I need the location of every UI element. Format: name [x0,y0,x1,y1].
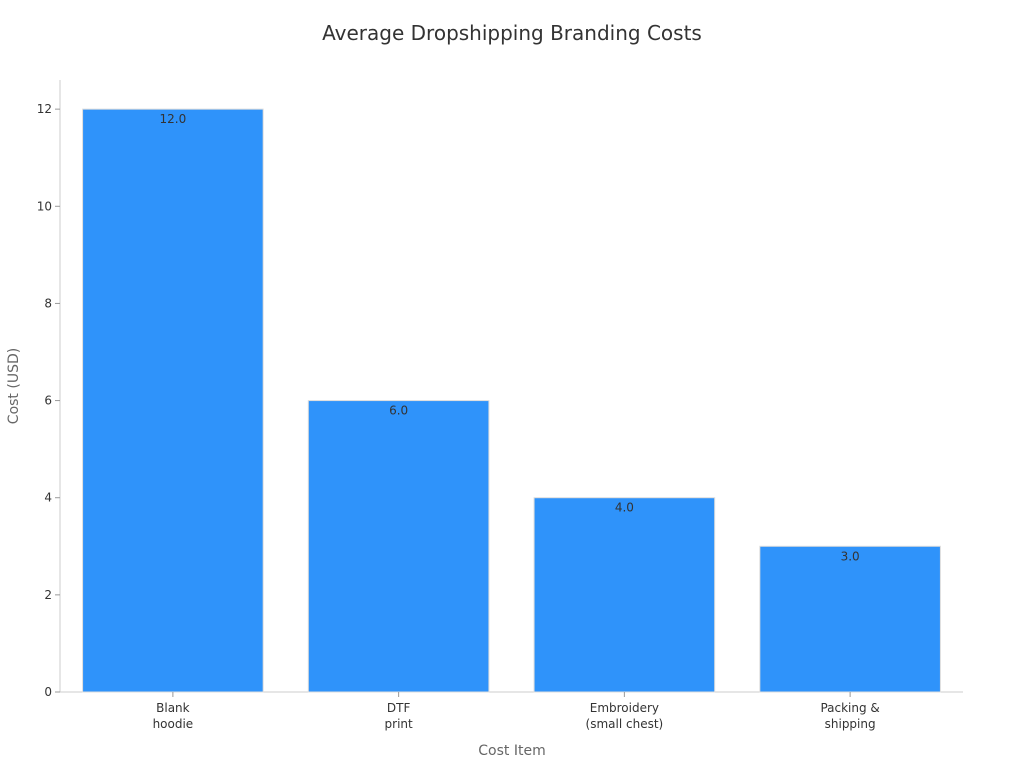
bar-value-label: 6.0 [389,404,408,418]
x-tick-label: DTF [387,701,411,715]
x-ticks: Blank hoodie DTF print Embroidery (small ches… [153,692,880,731]
x-tick-label: Blank [156,701,190,715]
bar-value-label: 3.0 [841,549,860,563]
bar [82,108,264,693]
x-tick-label: shipping [825,717,876,731]
y-tick-label: 2 [44,588,52,602]
bars [82,108,941,693]
x-axis-label: Cost Item [478,743,545,759]
bar-value-label: 12.0 [160,112,187,126]
x-tick-label: (small chest) [586,717,664,731]
y-tick-label: 0 [44,685,52,699]
x-tick-label: Embroidery [590,701,659,715]
y-tick-label: 4 [44,491,52,505]
y-tick-label: 12 [37,102,52,116]
x-tick-label: print [385,717,413,731]
y-ticks: 0 2 4 6 8 10 12 [37,102,60,699]
x-tick-label: hoodie [153,717,194,731]
x-tick-label: Packing & [820,701,879,715]
y-tick-label: 8 [44,296,52,310]
bar-value-label: 4.0 [615,501,634,515]
y-tick-label: 6 [44,394,52,408]
y-tick-label: 10 [37,199,52,213]
plot-area: 0 2 4 6 8 10 12 12.0 6.0 4.0 3.0 Blank hoodie DTF pr… [37,80,963,731]
bar [759,545,941,693]
bar [533,497,716,693]
y-axis-label: Cost (USD) [6,348,22,424]
bar-value-labels: 12.0 6.0 4.0 3.0 [160,112,860,563]
chart-title: Average Dropshipping Branding Costs [322,21,702,45]
bar [307,400,490,693]
